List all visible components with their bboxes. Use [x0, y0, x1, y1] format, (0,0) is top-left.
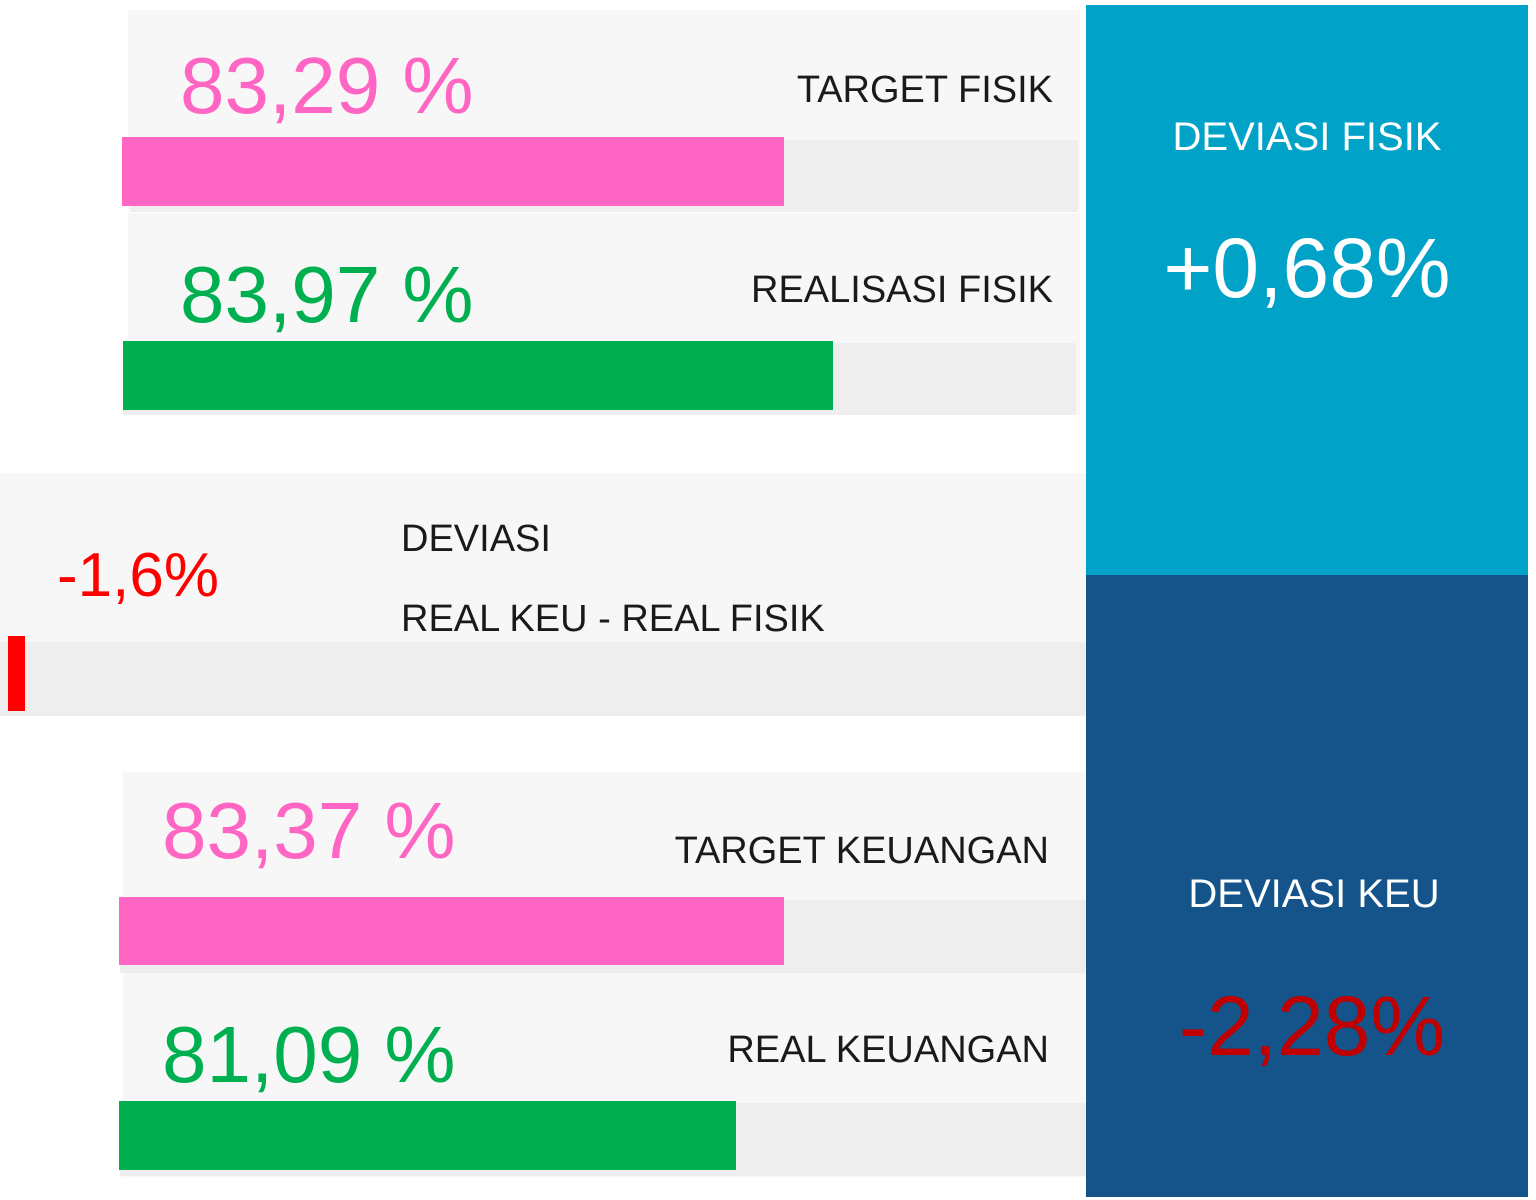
deviasi-keu-box [1086, 575, 1528, 1197]
box-value: -2,28% [1179, 979, 1445, 1073]
label: REAL KEU - REAL FISIK [401, 598, 825, 640]
bar-track [0, 642, 1086, 716]
box-value: +0,68% [1163, 221, 1450, 315]
value: 81,09 % [162, 1010, 456, 1099]
box-title: DEVIASI KEU [1188, 872, 1439, 916]
bar [8, 636, 25, 711]
label: TARGET FISIK [797, 69, 1053, 111]
bar [119, 1101, 736, 1170]
label: REALISASI FISIK [751, 269, 1053, 311]
value: 83,29 % [180, 41, 474, 130]
deviasi-fisik-box [1086, 5, 1528, 575]
label: TARGET KEUANGAN [675, 830, 1049, 872]
value: 83,37 % [162, 786, 456, 875]
label: REAL KEUANGAN [727, 1029, 1049, 1071]
bar [119, 897, 784, 965]
value: -1,6% [57, 541, 219, 610]
bar [122, 137, 784, 206]
box-title: DEVIASI FISIK [1173, 115, 1442, 159]
bar [123, 341, 833, 410]
value: 83,97 % [180, 250, 474, 339]
label: DEVIASI [401, 518, 551, 560]
